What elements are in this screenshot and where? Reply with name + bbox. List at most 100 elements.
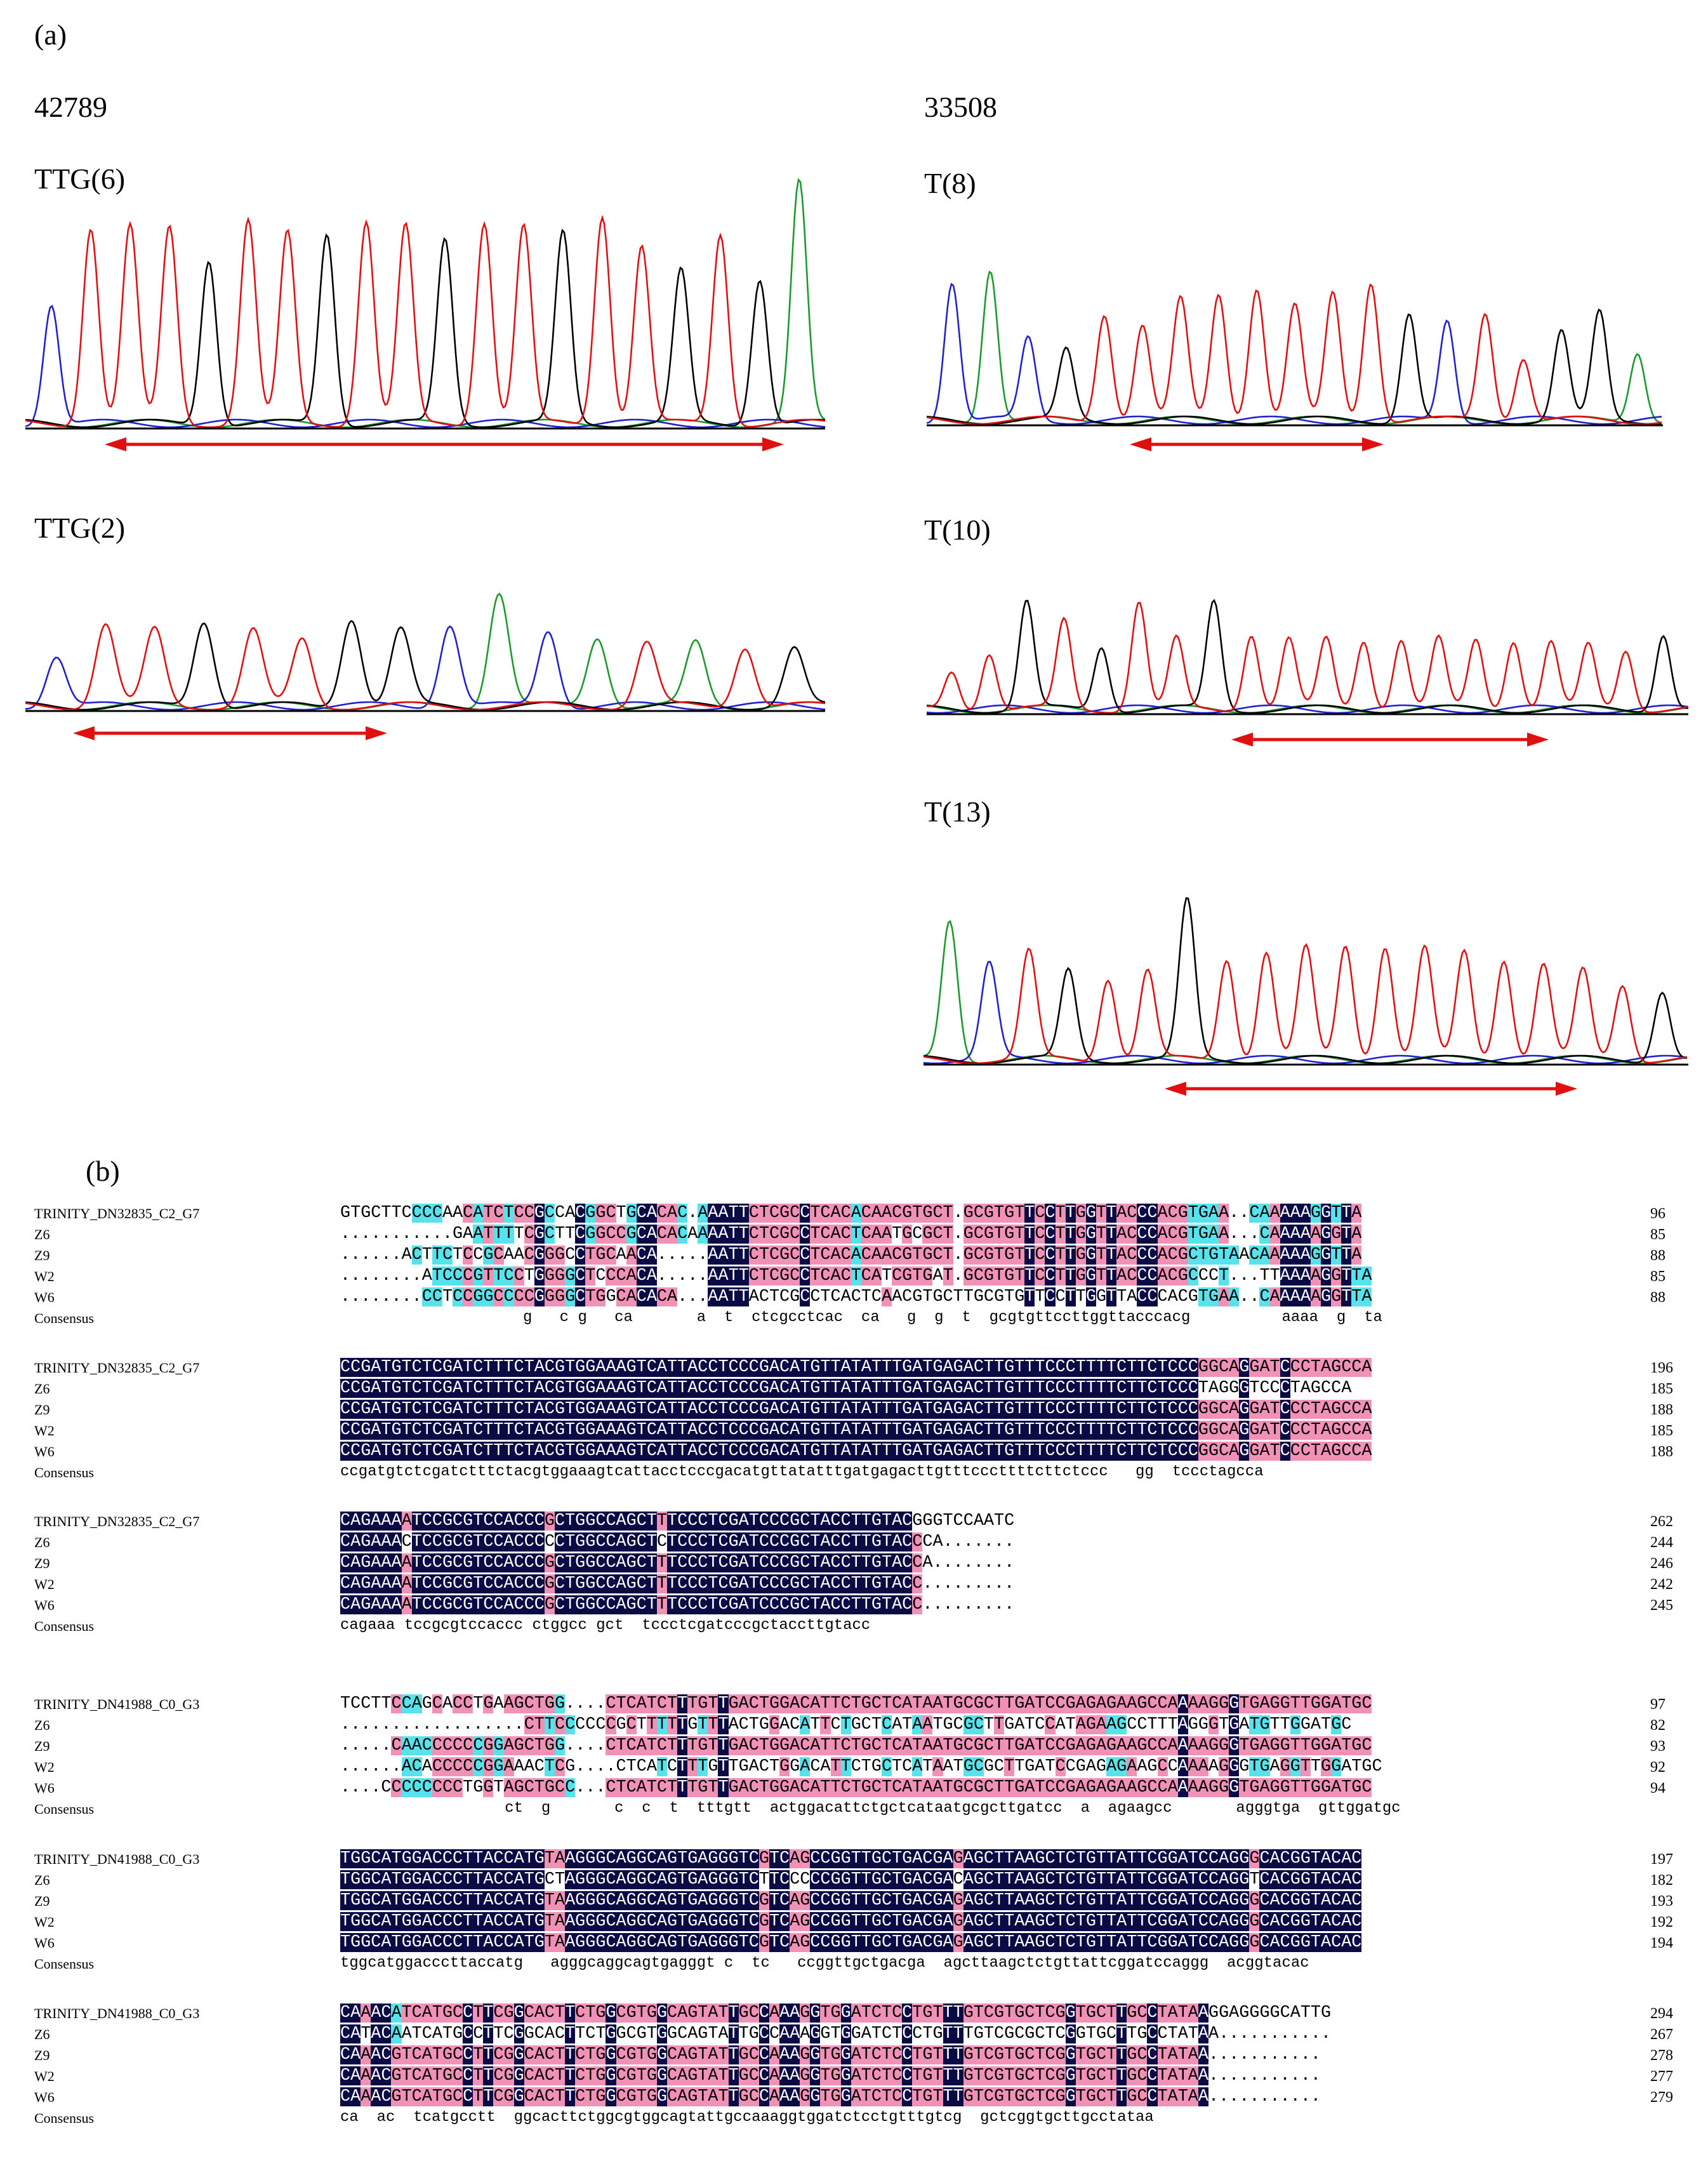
trace-line-G xyxy=(25,620,825,711)
aligned-sequence: CCGATGTCTCGATCTTTCTACGTGGAAAGTCATTACCTCC… xyxy=(340,1400,1372,1419)
trace-line-T xyxy=(927,283,1662,425)
aligned-sequence: .....CAACCCCCCGGAGCTGG....CTCATCTTTGTTGA… xyxy=(340,1736,1372,1755)
sequence-name: W2 xyxy=(34,1576,55,1592)
sequence-name: Z6 xyxy=(34,1717,50,1733)
position-number: 262 xyxy=(1650,1513,1673,1530)
aligned-sequence: CCGATGTCTCGATCTTTCTACGTGGAAAGTCATTACCTCC… xyxy=(340,1358,1372,1377)
position-number: 196 xyxy=(1650,1360,1673,1376)
position-number: 97 xyxy=(1650,1696,1665,1713)
sequence-name: Z9 xyxy=(34,1555,50,1571)
position-number: 193 xyxy=(1650,1893,1673,1910)
chromatogram-t10 xyxy=(927,599,1688,747)
aligned-sequence: ......ACACCCCCGGAAACTCG....CTCATCTTTGTTG… xyxy=(340,1757,1382,1776)
trace-line-A xyxy=(924,919,1688,1065)
arrowhead-right xyxy=(1527,733,1549,747)
sequence-name: W2 xyxy=(34,1268,55,1284)
position-number: 85 xyxy=(1650,1268,1665,1285)
trace-line-T xyxy=(924,943,1688,1065)
aligned-sequence: ...........GAATTTTCGCTTCGGCCGCACACAAAATT… xyxy=(340,1225,1362,1244)
aligned-sequence: ........CCTCCGGCCCCGGGGCTGGCACACA...AATT… xyxy=(340,1287,1372,1306)
aligned-sequence: ........ATCCCGTTCCTGGGGCTCCCACA.....AATT… xyxy=(340,1266,1372,1286)
sequence-name: Consensus xyxy=(34,1310,95,1326)
arrowhead-right xyxy=(1556,1082,1577,1096)
sequence-name: W2 xyxy=(34,1423,55,1439)
aligned-sequence: TGGCATGGACCCTTACCATGTAAGGGCAGGCAGTGAGGGT… xyxy=(340,1891,1362,1910)
sequence-name: Consensus xyxy=(34,1618,95,1634)
sequence-name: W6 xyxy=(34,1444,55,1459)
sequence-name: Z9 xyxy=(34,1247,50,1263)
trace-label-t8: T(8) xyxy=(924,167,976,199)
position-number: 277 xyxy=(1650,2068,1673,2085)
aligned-sequence: TGGCATGGACCCTTACCATGTAAGGGCAGGCAGTGAGGGT… xyxy=(340,1849,1362,1868)
sequence-name: W2 xyxy=(34,1759,55,1775)
position-number: 182 xyxy=(1650,1872,1673,1889)
sequence-name: W6 xyxy=(34,1780,55,1796)
consensus-sequence: ct g c c t tttgtt actggacattctgctcataatg… xyxy=(340,1800,1401,1817)
sequence-name: TRINITY_DN32835_C2_G7 xyxy=(34,1513,200,1529)
trace-label-t13: T(13) xyxy=(924,795,991,828)
panel-b-label: (b) xyxy=(86,1155,120,1187)
arrowhead-left xyxy=(1130,437,1151,451)
sequence-name: Z6 xyxy=(34,1226,50,1242)
sequence-name: TRINITY_DN41988_C0_G3 xyxy=(34,1696,200,1712)
consensus-sequence: cagaaa tccgcgtccaccc ctggcc gct tccctcga… xyxy=(340,1617,871,1634)
trace-line-C xyxy=(25,625,825,711)
sequence-name: Z6 xyxy=(34,1534,50,1550)
aligned-sequence: CAGAAAATCCGCGTCCACCCGCTGGCCAGCTTTCCCTCGA… xyxy=(340,1574,1015,1593)
sequence-name: Z9 xyxy=(34,1402,50,1418)
sequence-name: Consensus xyxy=(34,2110,95,2126)
aligned-sequence: GTGCTTCCCCAACATCTCCGCCACGGCTGCACAC.AAATT… xyxy=(340,1204,1362,1223)
position-number: 188 xyxy=(1650,1402,1673,1418)
position-number: 245 xyxy=(1650,1597,1673,1614)
aligned-sequence: CAAACGTCATGCCTTCGGCACTTCTGGCGTGGCAGTATTG… xyxy=(340,2045,1321,2064)
trace-label-t10: T(10) xyxy=(924,514,991,546)
position-number: 192 xyxy=(1650,1914,1673,1930)
position-number: 197 xyxy=(1650,1851,1673,1868)
sample-id-right: 33508 xyxy=(924,91,997,123)
chromatogram-t13 xyxy=(924,897,1688,1096)
position-number: 242 xyxy=(1650,1576,1673,1593)
aligned-sequence: CCGATGTCTCGATCTTTCTACGTGGAAAGTCATTACCTCC… xyxy=(340,1442,1372,1461)
arrowhead-right xyxy=(1362,437,1384,451)
aligned-sequence: TGGCATGGACCCTTACCATGTAAGGGCAGGCAGTGAGGGT… xyxy=(340,1912,1362,1931)
aligned-sequence: ......ACTTCTCCGCAACGGGCCTGCAACA.....AATT… xyxy=(340,1246,1362,1265)
sample-id-left: 42789 xyxy=(34,91,107,123)
position-number: 185 xyxy=(1650,1423,1673,1439)
trace-line-T xyxy=(927,601,1688,714)
aligned-sequence: CAAACGTCATGCCTTCGGCACTTCTGGCGTGGCAGTATTG… xyxy=(340,2066,1321,2085)
aligned-sequence: CCGATGTCTCGATCTTTCTACGTGGAAAGTCATTACCTCC… xyxy=(340,1379,1352,1398)
arrowhead-left xyxy=(73,726,95,740)
sequence-name: Consensus xyxy=(34,1465,95,1480)
sequence-name: Consensus xyxy=(34,1956,95,1972)
trace-line-G xyxy=(927,599,1688,714)
position-number: 96 xyxy=(1650,1206,1665,1222)
position-number: 246 xyxy=(1650,1555,1673,1572)
aligned-sequence: ....CCCCCCCCTGGTAGCTGCC...CTCATCTTTGTTGA… xyxy=(340,1778,1372,1797)
sequence-name: Z9 xyxy=(34,1893,50,1909)
aligned-sequence: CAAACGTCATGCCTTCGGCACTTCTGGCGTGGCAGTATTG… xyxy=(340,2087,1321,2106)
sequence-name: Z6 xyxy=(34,2026,50,2042)
trace-line-G xyxy=(924,897,1688,1065)
sequence-name: TRINITY_DN41988_C0_G3 xyxy=(34,1851,200,1867)
aligned-sequence: TGGCATGGACCCTTACCATGCTAGGGCAGGCAGTGAGGGT… xyxy=(340,1870,1362,1889)
aligned-sequence: CAGAAACTCCGCGTCCACCCCCTGGCCAGCTCTCCCTCGA… xyxy=(340,1532,1015,1552)
position-number: 85 xyxy=(1650,1226,1665,1243)
sequence-name: TRINITY_DN32835_C2_G7 xyxy=(34,1206,200,1221)
sequence-name: Z9 xyxy=(34,2047,50,2063)
sequence-name: Z6 xyxy=(34,1381,50,1397)
aligned-sequence: CAGAAAATCCGCGTCCACCCGCTGGCCAGCTTTCCCTCGA… xyxy=(340,1553,1015,1572)
sequence-name: TRINITY_DN41988_C0_G3 xyxy=(34,2005,200,2021)
consensus-sequence: ccgatgtctcgatctttctacgtggaaagtcattacctcc… xyxy=(340,1463,1264,1480)
position-number: 185 xyxy=(1650,1381,1673,1397)
sequence-name: Z9 xyxy=(34,1738,50,1754)
chromatogram-ttg6 xyxy=(25,178,825,451)
position-number: 267 xyxy=(1650,2026,1673,2043)
trace-line-T xyxy=(25,623,825,711)
aligned-sequence: CAGAAAATCCGCGTCCACCCGCTGGCCAGCTTTCCCTCGA… xyxy=(340,1595,1015,1614)
position-number: 92 xyxy=(1650,1759,1665,1776)
sequence-name: W6 xyxy=(34,1935,55,1951)
trace-line-A xyxy=(927,270,1662,425)
aligned-sequence: CAAACATCATGCCTTCGGCACTTCTGGCGTGGCAGTATTG… xyxy=(340,2004,1332,2023)
aligned-sequence: ..................CTTCCCCCCGCTTTTTGTTTAC… xyxy=(340,1715,1352,1734)
position-number: 294 xyxy=(1650,2005,1673,2022)
